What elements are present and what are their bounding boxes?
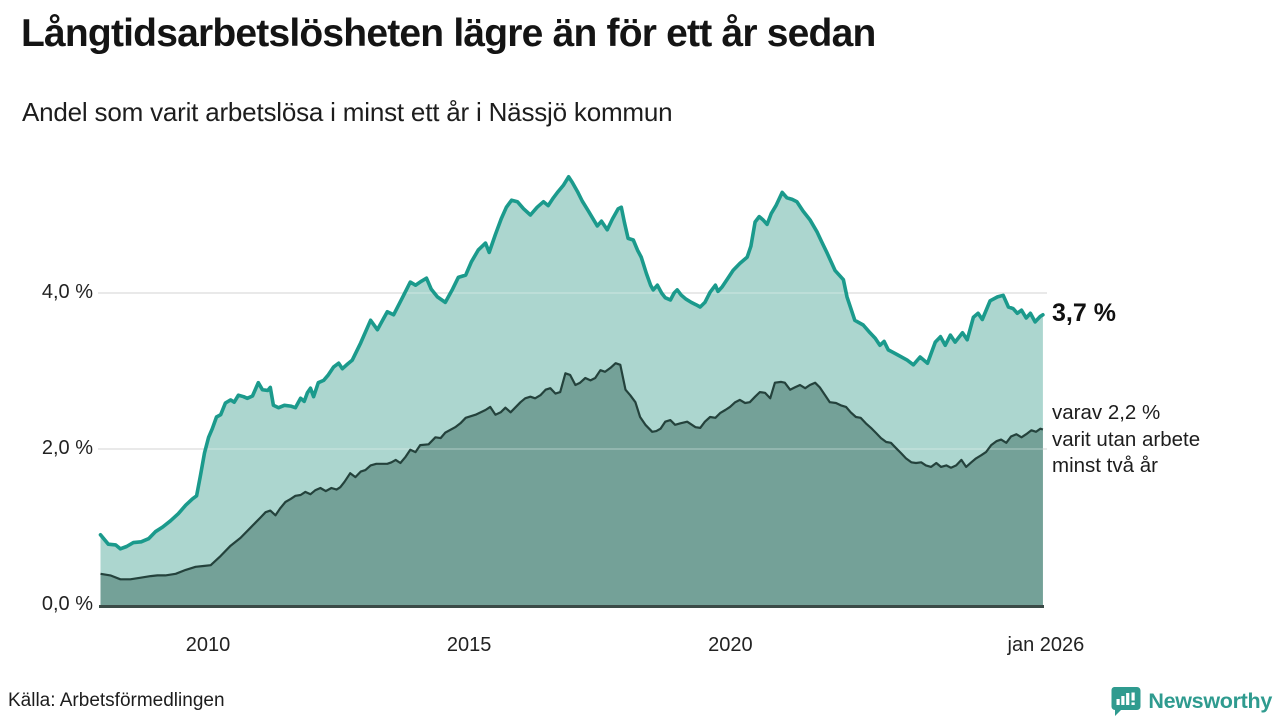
x-tick-label: 2010 [185,634,231,656]
x-tick-label: 2015 [446,634,492,656]
newsworthy-logo-text: Newsworthy [1148,689,1272,713]
series2-annotation-line2: varit utan arbete [1052,427,1201,451]
series2-annotation-line1: varav 2,2 % [1052,401,1161,424]
y-tick-label: 2,0 % [41,437,93,459]
y-tick-label: 0,0 % [41,593,93,615]
source-credit: Källa: Arbetsförmedlingen [8,690,225,711]
newsworthy-logo-icon [1111,687,1141,716]
y-tick-label: 4,0 % [41,281,93,303]
newsworthy-logo: Newsworthy [1110,686,1272,717]
series2-annotation: varav 2,2 % varit utan arbete minst två … [1052,400,1200,480]
series2-annotation-line3: minst två år [1052,454,1158,477]
x-tick-label: 2020 [708,634,753,656]
series1-end-value-label: 3,7 % [1052,299,1116,327]
chart-subtitle: Andel som varit arbetslösa i minst ett å… [22,97,673,127]
page-title: Långtidsarbetslösheten lägre än för ett … [21,12,876,55]
x-tick-label: jan 2026 [1007,634,1085,656]
